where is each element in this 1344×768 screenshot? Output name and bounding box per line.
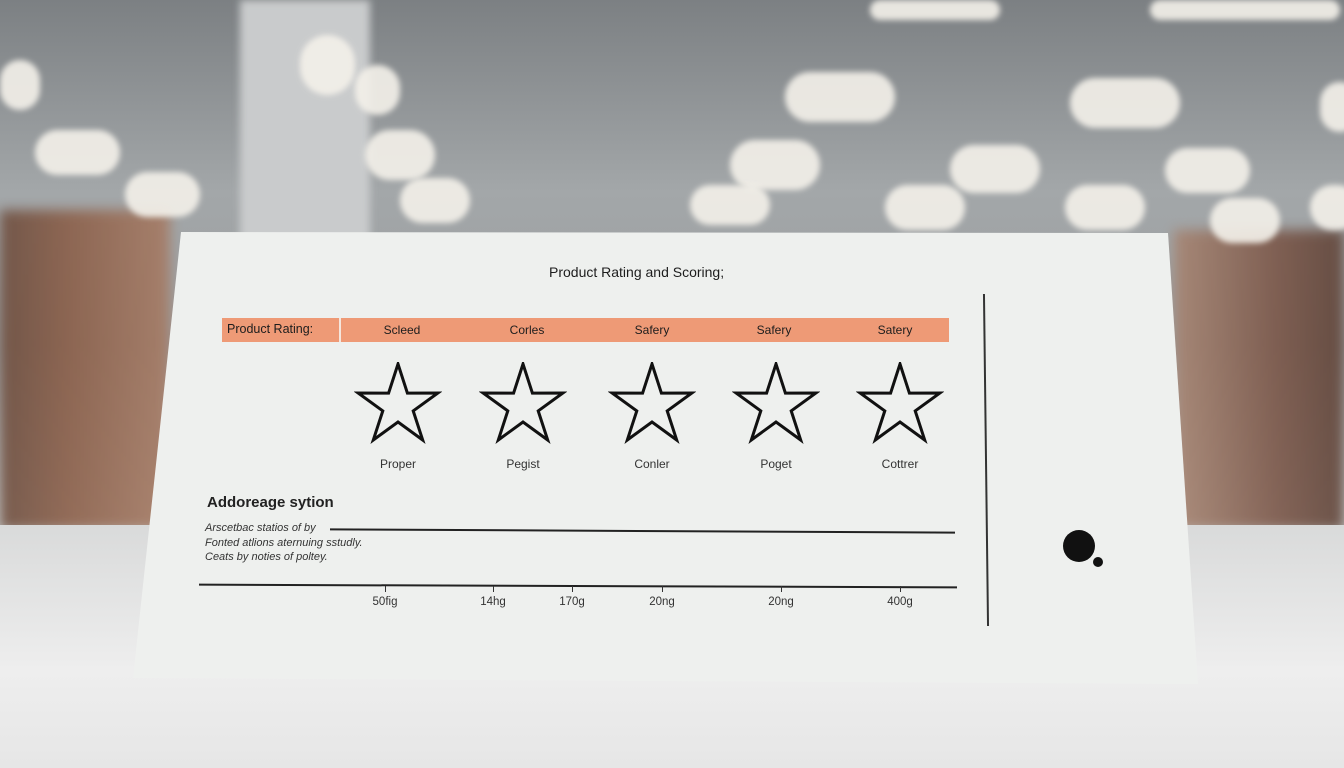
star-label: Cottrer	[881, 457, 919, 471]
band-column: Safery	[634, 323, 670, 337]
axis-tick-label: 400g	[887, 596, 913, 608]
axis-tick	[781, 586, 782, 592]
bokeh-light	[870, 0, 1000, 20]
bokeh-light	[1065, 185, 1145, 230]
bokeh-light	[730, 140, 820, 190]
note-line: Fonted atlions aternuing sstudly.	[205, 537, 363, 549]
divider-line	[982, 294, 989, 626]
axis-line	[198, 583, 958, 588]
axis-tick	[662, 586, 663, 592]
axis-tick-label: 170g	[559, 596, 585, 608]
band-label: Product Rating:	[222, 318, 341, 342]
star-label: Conler	[634, 457, 670, 471]
axis-tick-label: 50fig	[372, 596, 398, 608]
bokeh-light	[365, 130, 435, 180]
bokeh-light	[885, 185, 965, 230]
shelf-left	[0, 210, 170, 530]
axis-tick	[900, 586, 901, 592]
star-icon	[479, 362, 567, 444]
band-column: Satery	[877, 323, 913, 337]
bokeh-light	[355, 65, 400, 115]
bokeh-light	[400, 178, 470, 223]
axis-tick	[493, 586, 494, 592]
bokeh-light	[690, 185, 770, 225]
bokeh-light	[1320, 82, 1344, 132]
bokeh-light	[35, 130, 120, 175]
star-icon	[608, 362, 696, 444]
bokeh-light	[1165, 148, 1250, 193]
shelf-right	[1174, 230, 1344, 530]
axis-tick-label: 20ng	[649, 596, 675, 608]
axis-tick	[385, 586, 386, 592]
star-icon	[856, 362, 944, 444]
bokeh-light	[0, 60, 40, 110]
band-column: Safery	[756, 323, 792, 337]
star-label: Proper	[379, 457, 417, 471]
bokeh-light	[1310, 185, 1344, 230]
rating-band: Product Rating: Scleed Corles Safery Saf…	[222, 318, 949, 342]
note-line: Ceats by noties of poltey.	[205, 551, 328, 563]
star-label: Pegist	[506, 457, 540, 471]
pillar	[240, 0, 370, 240]
note-line: Arscetbac statios of by	[205, 522, 316, 534]
star-label: Poget	[760, 457, 792, 471]
bokeh-light	[300, 35, 355, 95]
section-title: Addoreage sytion	[207, 494, 334, 511]
rule-line	[330, 528, 955, 534]
bokeh-light	[125, 172, 200, 217]
band-column: Scleed	[383, 323, 421, 337]
star-icon	[354, 362, 442, 444]
axis-tick	[572, 586, 573, 592]
bokeh-light	[1070, 78, 1180, 128]
band-column: Corles	[509, 323, 545, 337]
bokeh-light	[950, 145, 1040, 193]
star-icon	[732, 362, 820, 444]
axis-tick-label: 14hg	[480, 596, 506, 608]
dot-logo-small-icon	[1093, 557, 1103, 567]
dot-logo-icon	[1063, 530, 1095, 562]
card-title: Product Rating and Scoring;	[549, 264, 725, 280]
bokeh-light	[1150, 0, 1340, 20]
axis-tick-label: 20ng	[768, 596, 794, 608]
bokeh-light	[785, 72, 895, 122]
bokeh-light	[1210, 198, 1280, 243]
